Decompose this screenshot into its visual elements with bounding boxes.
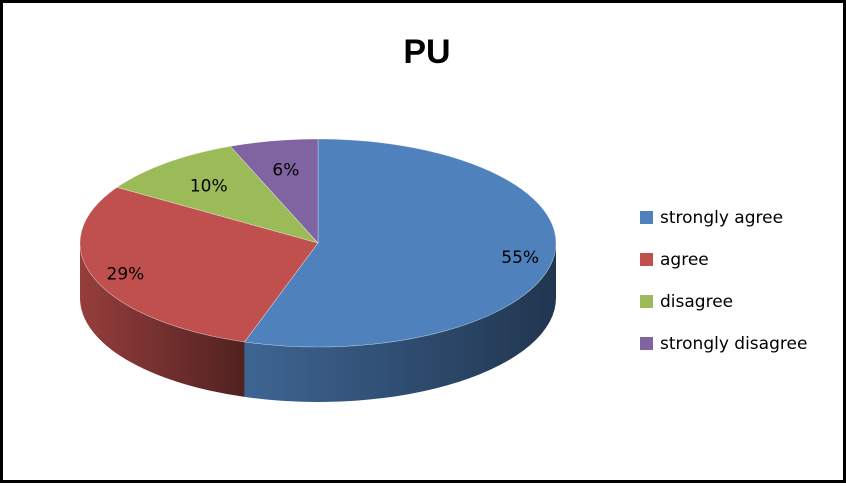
legend-swatch-agree <box>640 253 653 266</box>
legend-swatch-strongly-disagree <box>640 337 653 350</box>
data-label-agree: 29% <box>107 264 145 284</box>
data-label-strongly-agree: 55% <box>501 248 539 268</box>
pie-side-walls <box>80 243 556 402</box>
data-labels: 55% 29% 10% 6% <box>107 160 540 284</box>
pie-slice-agree <box>79 186 319 343</box>
data-label-strongly-disagree: 6% <box>272 160 299 180</box>
legend-swatch-strongly-agree <box>640 211 653 224</box>
chart-title: PU <box>403 33 450 71</box>
legend-label-disagree: disagree <box>660 292 733 312</box>
pie-chart: PU 55% 29% 10% 6% strongly agree agree disagr… <box>79 33 807 402</box>
legend-item-agree: agree <box>640 250 709 270</box>
legend-label-strongly-agree: strongly agree <box>660 208 783 228</box>
legend-swatch-disagree <box>640 295 653 308</box>
pie-top-faces <box>79 138 557 348</box>
legend-item-disagree: disagree <box>640 292 733 312</box>
legend: strongly agree agree disagree strongly disa… <box>640 208 807 354</box>
data-label-disagree: 10% <box>190 176 228 196</box>
pie-slice-disagree <box>116 145 319 244</box>
legend-item-strongly-disagree: strongly disagree <box>640 334 807 354</box>
legend-label-strongly-disagree: strongly disagree <box>660 334 807 354</box>
legend-item-strongly-agree: strongly agree <box>640 208 783 228</box>
pie-wall-agree <box>80 243 245 397</box>
pie-slice-strongly-agree <box>243 138 557 348</box>
pie-wall-strongly-agree <box>244 243 556 402</box>
legend-label-agree: agree <box>660 250 709 270</box>
pie-slice-strongly-disagree <box>229 138 319 244</box>
